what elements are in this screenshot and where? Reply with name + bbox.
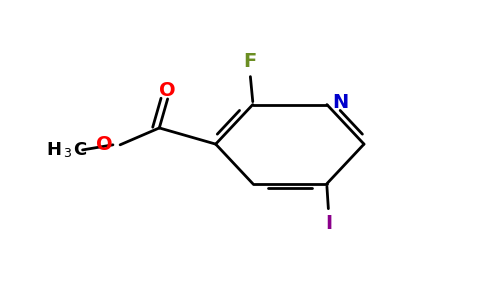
Text: C: C <box>73 141 86 159</box>
Text: I: I <box>325 214 332 233</box>
Text: O: O <box>96 135 113 154</box>
Text: F: F <box>244 52 257 71</box>
Text: N: N <box>332 93 348 112</box>
Text: 3: 3 <box>63 147 71 160</box>
Text: O: O <box>159 81 176 100</box>
Text: H: H <box>46 141 61 159</box>
